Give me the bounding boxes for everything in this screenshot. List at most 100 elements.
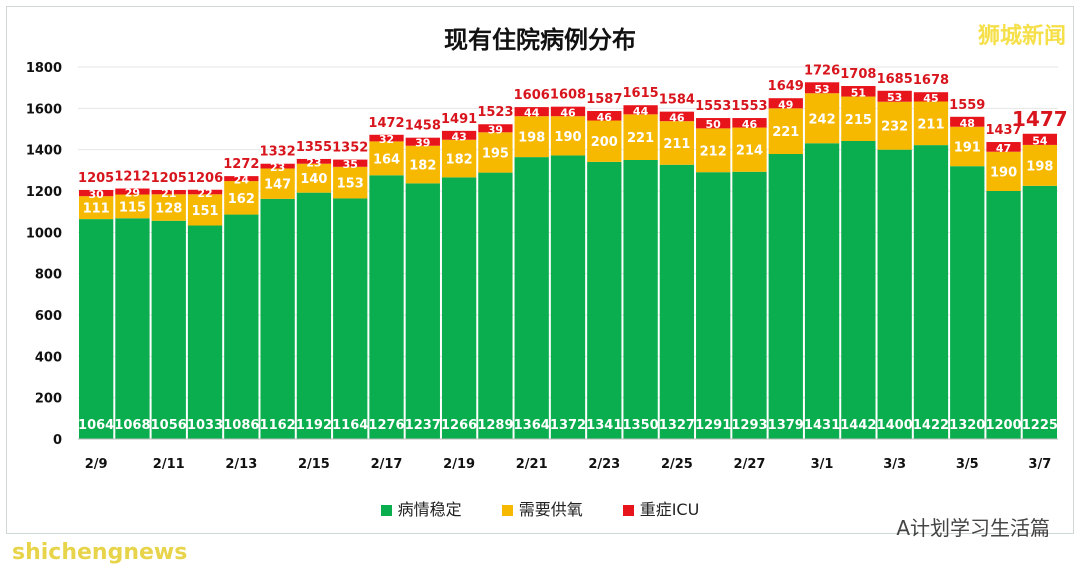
data-label: 1068 (114, 418, 150, 433)
x-tick-label: 2/23 (588, 457, 620, 472)
bar-segment (696, 128, 731, 173)
bar-segment (260, 198, 295, 439)
data-label: 47 (996, 142, 1011, 155)
total-label: 1615 (622, 86, 658, 101)
bar-segment (115, 188, 150, 195)
data-label: 1033 (187, 418, 223, 433)
bar-segment (732, 127, 767, 172)
bar-segment (441, 139, 477, 178)
data-label: 1200 (985, 418, 1021, 433)
bar-segment (296, 192, 332, 439)
data-label: 32 (379, 133, 394, 146)
data-label: 54 (1032, 134, 1048, 147)
total-label: 1649 (768, 79, 804, 94)
data-label: 1400 (877, 418, 913, 433)
total-label: 1608 (550, 88, 586, 103)
bar-segment (369, 134, 404, 142)
bar-segment (151, 220, 186, 439)
data-label: 182 (409, 159, 436, 174)
data-label: 232 (881, 120, 908, 135)
total-label: 1708 (840, 67, 876, 82)
bar-segment (950, 166, 985, 439)
data-label: 111 (83, 202, 110, 217)
bar-segment (187, 189, 223, 195)
y-tick-label: 1600 (26, 102, 62, 117)
watermark-site: shichengnews (12, 540, 188, 565)
bar-segment (514, 116, 549, 158)
bar-segment (224, 214, 259, 439)
total-label: 1553 (731, 99, 767, 114)
bar-segment (333, 159, 368, 167)
bar-segment (296, 163, 332, 193)
x-tick-label: 2/17 (371, 457, 403, 472)
data-label: 1431 (804, 418, 840, 433)
data-label: 211 (917, 117, 944, 132)
bar-segment (1022, 144, 1057, 186)
data-label: 221 (772, 125, 799, 140)
data-label: 212 (700, 144, 727, 159)
data-label: 190 (990, 165, 1017, 180)
total-label: 1685 (877, 72, 913, 87)
data-label: 1266 (441, 418, 477, 433)
bar-segment (514, 107, 549, 117)
x-tick-label: 2/25 (661, 457, 693, 472)
bar-segment (950, 116, 985, 127)
bar-segment (913, 101, 949, 146)
total-label: 1553 (695, 99, 731, 114)
bar-segment (79, 219, 114, 439)
total-label: 1726 (804, 63, 840, 78)
bar-segment (514, 157, 549, 439)
bar-segment (841, 140, 876, 439)
bar-segment (333, 198, 368, 439)
bar-segment (623, 114, 658, 160)
y-tick-label: 1200 (26, 185, 62, 200)
data-label: 1291 (695, 418, 731, 433)
data-label: 182 (446, 153, 473, 168)
data-label: 46 (742, 118, 758, 131)
data-label: 1289 (477, 418, 513, 433)
bar-segment (659, 121, 695, 165)
bar-segment (405, 145, 440, 184)
data-label: 51 (851, 86, 866, 99)
data-label: 1442 (840, 418, 876, 433)
x-tick-label: 2/19 (443, 457, 475, 472)
data-label: 1327 (659, 418, 695, 433)
legend-label: 重症ICU (639, 500, 700, 519)
total-label: 1472 (368, 116, 404, 131)
bar-segment (151, 189, 186, 195)
data-label: 1341 (586, 418, 622, 433)
data-label: 1056 (151, 418, 187, 433)
bar-segment (478, 124, 513, 133)
data-label: 1162 (260, 418, 296, 433)
bar-segment (1022, 185, 1057, 439)
total-label: 1206 (187, 171, 223, 186)
y-tick-label: 200 (35, 392, 62, 407)
bar-segment (550, 106, 586, 117)
data-label: 242 (809, 112, 836, 127)
total-label: 1477 (1012, 107, 1068, 131)
y-tick-label: 1400 (26, 144, 62, 159)
data-label: 1064 (78, 418, 114, 433)
data-label: 24 (234, 174, 250, 187)
bar-segment (804, 93, 840, 144)
bar-segment (151, 194, 186, 221)
x-tick-label: 2/27 (734, 457, 766, 472)
x-tick-label: 2/11 (153, 457, 185, 472)
data-label: 140 (300, 172, 327, 187)
x-tick-label: 3/3 (883, 457, 906, 472)
bar-segment (841, 96, 876, 141)
bar-segment (696, 118, 731, 129)
data-label: 44 (633, 105, 649, 118)
total-label: 1678 (913, 73, 949, 88)
bar-segment (986, 142, 1021, 152)
data-label: 1237 (405, 418, 441, 433)
legend: 病情稳定 需要供氧 重症ICU (0, 496, 1080, 520)
bar-segment (768, 108, 803, 155)
bar-segment (877, 149, 912, 439)
bar-segment (623, 160, 658, 439)
total-label: 1205 (78, 171, 114, 186)
x-tick-label: 2/13 (225, 457, 257, 472)
data-label: 198 (518, 131, 545, 146)
data-label: 128 (155, 202, 182, 217)
x-tick-label: 2/15 (298, 457, 330, 472)
